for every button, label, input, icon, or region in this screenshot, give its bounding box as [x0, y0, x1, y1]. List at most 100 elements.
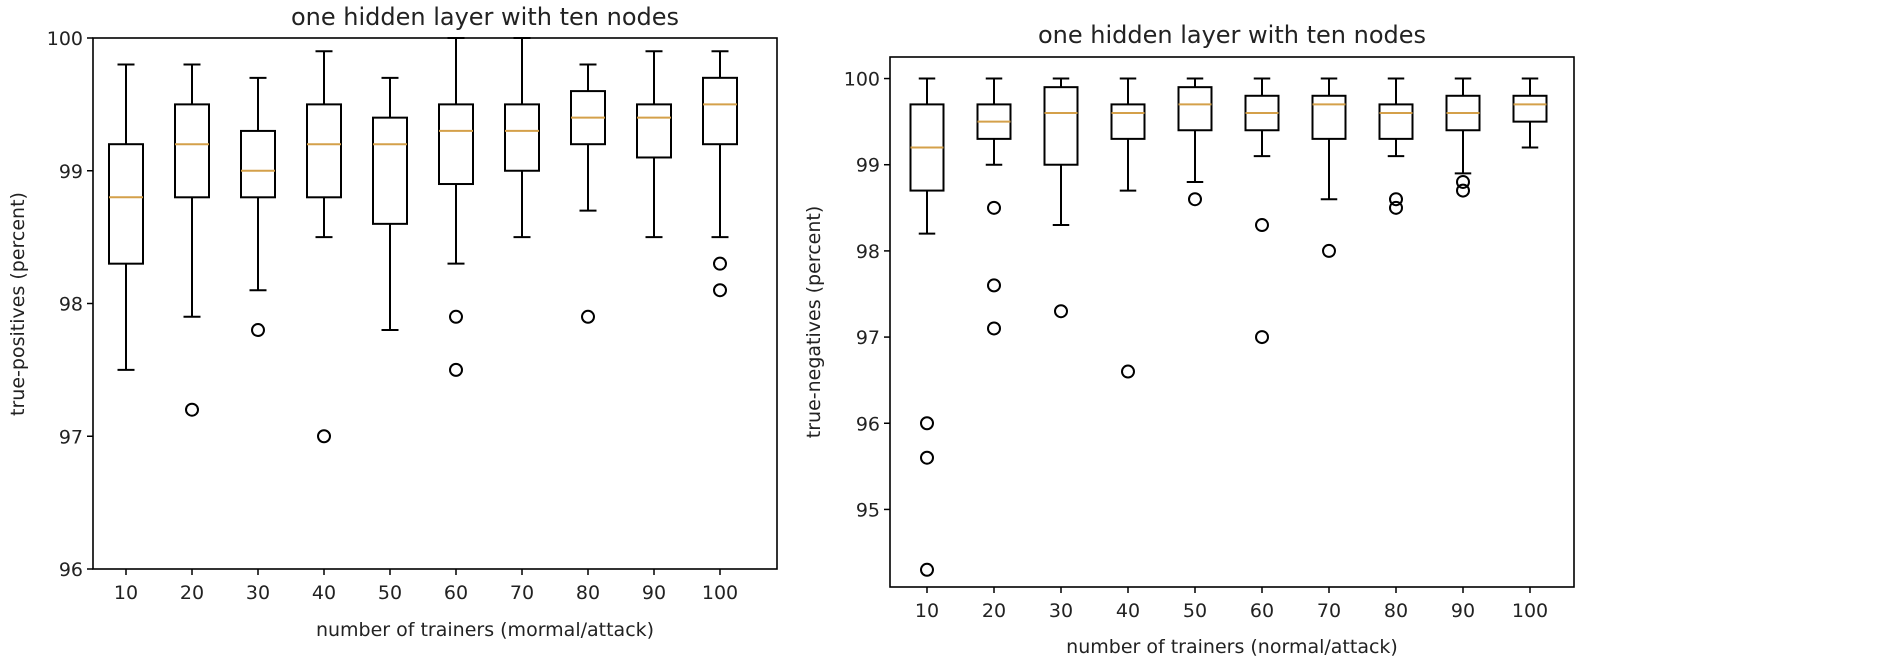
outlier-point	[920, 416, 934, 431]
box-20	[174, 63, 210, 417]
true-negatives-chart: one hidden layer with ten nodes 95 96 97 98…	[803, 21, 1575, 658]
iqr-box	[504, 103, 540, 172]
x-tick-label: 70	[1317, 600, 1341, 622]
box-80	[570, 63, 606, 324]
box-30	[1043, 77, 1079, 319]
y-tick-label: 98	[59, 294, 83, 316]
x-axis-label: number of trainers (normal/attack)	[1066, 636, 1398, 658]
iqr-box	[174, 103, 210, 199]
outlier-point	[713, 283, 727, 298]
outlier-point	[317, 429, 331, 444]
chart-title: one hidden layer with ten nodes	[1038, 21, 1426, 49]
box-50	[1177, 77, 1213, 207]
box-100	[702, 50, 738, 298]
box-40	[306, 50, 342, 444]
box-10	[909, 77, 945, 577]
outlier-point	[185, 402, 199, 417]
outlier-point	[581, 309, 595, 324]
x-axis-label: number of trainers (mormal/attack)	[316, 619, 654, 641]
y-tick-label: 99	[856, 155, 880, 177]
chart-title: one hidden layer with ten nodes	[291, 3, 679, 31]
y-ticks: 95 96 97 98 99 100	[844, 69, 890, 521]
x-tick-label: 60	[1250, 600, 1274, 622]
outlier-point	[1456, 183, 1470, 198]
box-90	[1445, 77, 1481, 198]
x-tick-label: 70	[510, 582, 534, 604]
x-ticks: 10 20 30 40 50 60 70 80 90 100	[114, 569, 738, 604]
x-tick-label: 80	[576, 582, 600, 604]
outlier-point	[1255, 330, 1269, 345]
box-group	[108, 37, 738, 444]
outlier-point	[987, 278, 1001, 293]
outlier-point	[1322, 243, 1336, 258]
outlier-point	[1389, 200, 1403, 215]
y-tick-label: 95	[856, 499, 880, 521]
outlier-point	[987, 200, 1001, 215]
outlier-point	[1255, 218, 1269, 233]
iqr-box	[240, 129, 276, 199]
outlier-point	[449, 309, 463, 324]
outlier-point	[920, 562, 934, 577]
outlier-point	[1389, 192, 1403, 207]
plot-frame	[889, 56, 1575, 588]
outlier-point	[1188, 192, 1202, 207]
iqr-box	[1043, 86, 1079, 166]
y-axis-label: true-positives (percent)	[7, 192, 29, 416]
true-positives-chart: one hidden layer with ten nodes 96 97 98 99…	[7, 3, 778, 641]
x-tick-label: 80	[1384, 600, 1408, 622]
x-tick-label: 90	[642, 582, 666, 604]
box-50	[372, 76, 408, 332]
iqr-box	[1512, 94, 1548, 123]
box-70	[504, 37, 540, 239]
box-20	[976, 77, 1012, 336]
x-tick-label: 20	[982, 600, 1006, 622]
box-60	[1244, 77, 1280, 345]
y-tick-label: 97	[59, 426, 83, 448]
box-90	[636, 50, 672, 239]
box-80	[1378, 77, 1414, 215]
iqr-box	[108, 143, 144, 265]
box-30	[240, 76, 276, 338]
iqr-box	[702, 76, 738, 146]
outlier-point	[713, 256, 727, 271]
y-tick-label: 97	[856, 327, 880, 349]
x-tick-label: 20	[180, 582, 204, 604]
x-tick-label: 50	[378, 582, 402, 604]
y-tick-label: 100	[844, 69, 880, 91]
x-tick-label: 10	[915, 600, 939, 622]
y-tick-label: 100	[47, 28, 83, 50]
y-tick-label: 96	[856, 413, 880, 435]
x-tick-label: 10	[114, 582, 138, 604]
iqr-box	[1110, 103, 1146, 140]
iqr-box	[438, 103, 474, 186]
iqr-box	[372, 116, 408, 225]
iqr-box	[1311, 94, 1347, 140]
outlier-point	[920, 450, 934, 465]
outlier-point	[1121, 364, 1135, 379]
outlier-point	[987, 321, 1001, 336]
box-60	[438, 37, 474, 377]
x-tick-label: 30	[246, 582, 270, 604]
x-tick-label: 90	[1451, 600, 1475, 622]
box-70	[1311, 77, 1347, 258]
x-tick-label: 40	[312, 582, 336, 604]
x-ticks: 10 20 30 40 50 60 70 80 90 100	[915, 587, 1548, 622]
x-tick-label: 100	[702, 582, 738, 604]
y-tick-label: 99	[59, 161, 83, 183]
box-40	[1110, 77, 1146, 379]
x-tick-label: 50	[1183, 600, 1207, 622]
y-tick-label: 98	[856, 241, 880, 263]
box-10	[108, 63, 144, 371]
iqr-box	[636, 103, 672, 159]
iqr-box	[1378, 103, 1414, 140]
outlier-point	[449, 362, 463, 377]
y-ticks: 96 97 98 99 100	[47, 28, 93, 581]
x-tick-label: 30	[1049, 600, 1073, 622]
box-100	[1512, 77, 1548, 149]
box-group	[909, 77, 1548, 577]
y-axis-label: true-negatives (percent)	[803, 206, 825, 438]
iqr-box	[306, 103, 342, 199]
x-tick-label: 40	[1116, 600, 1140, 622]
outlier-point	[1054, 304, 1068, 319]
